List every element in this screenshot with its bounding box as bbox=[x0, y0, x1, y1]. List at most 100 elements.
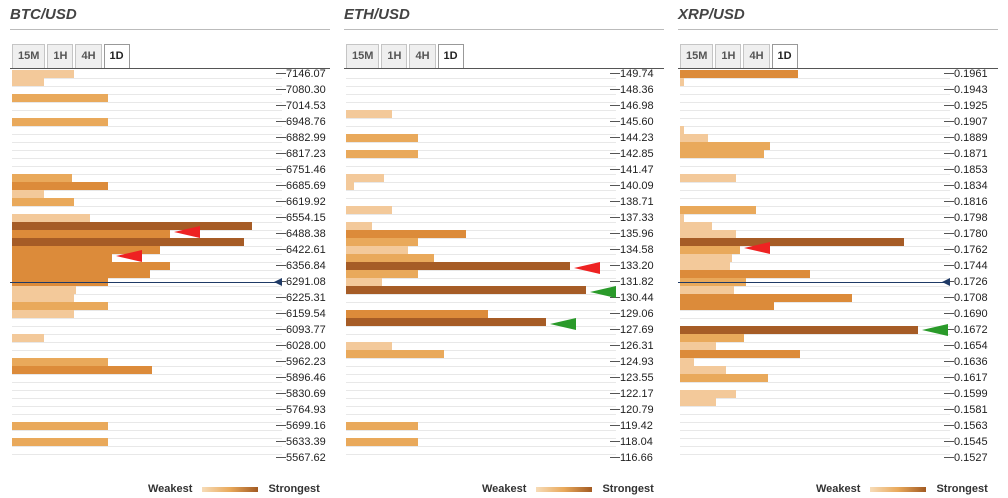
price-level: 5567.62 bbox=[276, 450, 336, 466]
bullish-arrow-icon bbox=[922, 324, 948, 336]
confluence-bar bbox=[680, 70, 798, 78]
tab-4h[interactable]: 4H bbox=[743, 44, 770, 68]
grid-line bbox=[12, 334, 282, 335]
grid-line bbox=[680, 206, 950, 207]
level-tick bbox=[276, 137, 286, 138]
legend-gradient bbox=[870, 486, 927, 492]
grid-line bbox=[12, 446, 282, 447]
confluence-bar bbox=[12, 294, 74, 302]
grid-line bbox=[12, 406, 282, 407]
grid-line bbox=[680, 78, 950, 79]
grid-row bbox=[344, 342, 616, 351]
grid-line bbox=[12, 110, 282, 111]
price-level: 6554.15 bbox=[276, 210, 336, 226]
price-level: 124.93 bbox=[610, 354, 670, 370]
grid-row bbox=[344, 318, 616, 327]
grid-row bbox=[10, 94, 282, 103]
legend: Weakest Strongest bbox=[816, 482, 988, 496]
tabs-divider bbox=[10, 68, 330, 69]
level-tick bbox=[610, 361, 620, 362]
tab-15m[interactable]: 15M bbox=[346, 44, 380, 68]
grid-line bbox=[346, 182, 616, 183]
confluence-bar bbox=[680, 286, 734, 294]
grid-row bbox=[344, 222, 616, 231]
grid-row bbox=[344, 334, 616, 343]
level-label: 7146.07 bbox=[286, 68, 326, 80]
grid-row bbox=[344, 366, 616, 375]
tab-15m[interactable]: 15M bbox=[680, 44, 714, 68]
confluence-bar bbox=[12, 254, 112, 262]
tab-1d[interactable]: 1D bbox=[103, 44, 130, 69]
level-label: 0.1889 bbox=[954, 132, 988, 144]
level-label: 123.55 bbox=[620, 372, 654, 384]
price-level: 0.1744 bbox=[944, 258, 1004, 274]
price-level: 118.04 bbox=[610, 434, 670, 450]
level-tick bbox=[944, 217, 954, 218]
grid-row bbox=[678, 70, 950, 79]
level-tick bbox=[944, 73, 954, 74]
grid-line bbox=[12, 302, 282, 303]
grid-row bbox=[344, 358, 616, 367]
price-level: 137.33 bbox=[610, 210, 670, 226]
grid-row bbox=[344, 414, 616, 423]
level-tick bbox=[610, 73, 620, 74]
confluence-bar bbox=[12, 118, 108, 126]
grid-line bbox=[12, 430, 282, 431]
price-level: 133.20 bbox=[610, 258, 670, 274]
confluence-bar bbox=[346, 182, 354, 190]
grid-row bbox=[10, 414, 282, 423]
price-level: 123.55 bbox=[610, 370, 670, 386]
level-label: 6356.84 bbox=[286, 260, 326, 272]
price-level: 129.06 bbox=[610, 306, 670, 322]
confluence-bar bbox=[680, 230, 736, 238]
price-level: 0.1563 bbox=[944, 418, 1004, 434]
confluence-bar bbox=[680, 358, 694, 366]
tab-15m[interactable]: 15M bbox=[12, 44, 46, 68]
confluence-bar bbox=[680, 246, 740, 254]
confluence-bar bbox=[12, 198, 74, 206]
panel-xrp: XRP/USD 15M 1H 4H 1D 0.1961 0.1943 0.1925 0… bbox=[678, 0, 998, 498]
grid-line bbox=[12, 158, 282, 159]
pair-title: BTC/USD bbox=[10, 6, 77, 23]
grid-line bbox=[12, 126, 282, 127]
confluence-bar bbox=[346, 318, 546, 326]
level-label: 0.1708 bbox=[954, 292, 988, 304]
tab-1h[interactable]: 1H bbox=[715, 44, 742, 68]
grid-line bbox=[346, 406, 616, 407]
price-level: 6028.00 bbox=[276, 338, 336, 354]
tab-1h[interactable]: 1H bbox=[381, 44, 408, 68]
price-level: 142.85 bbox=[610, 146, 670, 162]
grid-line bbox=[680, 422, 950, 423]
price-level: 116.66 bbox=[610, 450, 670, 466]
price-level: 0.1690 bbox=[944, 306, 1004, 322]
grid-row bbox=[344, 382, 616, 391]
level-label: 0.1672 bbox=[954, 324, 988, 336]
level-tick bbox=[276, 73, 286, 74]
grid-row bbox=[10, 294, 282, 303]
level-tick bbox=[276, 329, 286, 330]
grid-row bbox=[678, 118, 950, 127]
tab-1d[interactable]: 1D bbox=[437, 44, 464, 69]
grid-line bbox=[680, 318, 950, 319]
grid-row bbox=[344, 286, 616, 295]
tab-4h[interactable]: 4H bbox=[409, 44, 436, 68]
grid-line bbox=[680, 214, 950, 215]
level-label: 6422.61 bbox=[286, 244, 326, 256]
tab-1d[interactable]: 1D bbox=[771, 44, 798, 69]
confluence-bar bbox=[346, 238, 418, 246]
level-tick bbox=[276, 153, 286, 154]
grid-line bbox=[346, 302, 616, 303]
tab-4h[interactable]: 4H bbox=[75, 44, 102, 68]
confluence-bar bbox=[12, 78, 44, 86]
confluence-bar bbox=[680, 326, 918, 334]
confluence-bar bbox=[680, 78, 684, 86]
price-level: 134.58 bbox=[610, 242, 670, 258]
grid-line bbox=[346, 86, 616, 87]
grid-line bbox=[680, 286, 950, 287]
confluence-bar bbox=[680, 302, 774, 310]
grid-line bbox=[680, 278, 950, 279]
level-label: 129.06 bbox=[620, 308, 654, 320]
tab-1h[interactable]: 1H bbox=[47, 44, 74, 68]
grid-row bbox=[10, 158, 282, 167]
price-level: 5962.23 bbox=[276, 354, 336, 370]
